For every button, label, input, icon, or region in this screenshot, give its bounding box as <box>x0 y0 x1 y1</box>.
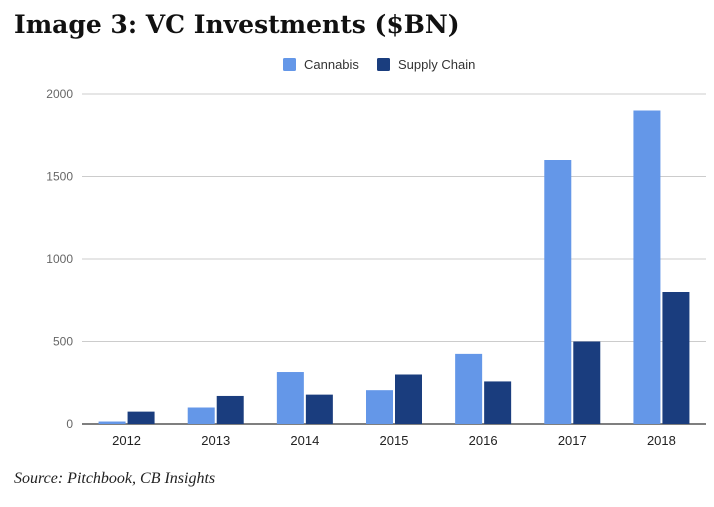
x-tick-label: 2015 <box>380 433 409 448</box>
x-tick-label: 2013 <box>201 433 230 448</box>
x-tick-label: 2016 <box>469 433 498 448</box>
y-tick-label: 2000 <box>46 87 73 101</box>
bar-supply-chain <box>127 411 155 424</box>
y-tick-label: 1000 <box>46 252 73 266</box>
x-tick-label: 2017 <box>558 433 587 448</box>
bar-cannabis <box>187 407 215 424</box>
y-tick-label: 0 <box>66 417 73 431</box>
x-tick-label: 2018 <box>647 433 676 448</box>
bar-supply-chain <box>395 374 422 424</box>
source-note: Source: Pitchbook, CB Insights <box>14 470 216 487</box>
chart-area: 0 500 1000 1500 2000 2012 2013 2014 2015 2016 2017… <box>0 48 714 458</box>
bar-supply-chain <box>216 395 244 424</box>
bar-cannabis <box>276 372 304 424</box>
bar-supply-chain <box>484 381 512 424</box>
bar-cannabis <box>633 110 661 424</box>
chart-title: Image 3: VC Investments ($BN) <box>14 10 460 39</box>
y-tick-label: 1500 <box>46 170 73 184</box>
legend-swatch <box>283 58 296 71</box>
legend-label: Supply Chain <box>398 57 475 72</box>
bar-supply-chain <box>305 394 333 424</box>
bar-cannabis <box>98 421 126 424</box>
bar-supply-chain <box>662 292 690 424</box>
x-tick-label: 2012 <box>112 433 141 448</box>
bar-cannabis <box>366 390 393 424</box>
bar-cannabis <box>544 160 572 424</box>
x-tick-label: 2014 <box>290 433 319 448</box>
bar-chart: 0 500 1000 1500 2000 2012 2013 2014 2015 2016 2017… <box>46 57 706 448</box>
legend-swatch <box>377 58 390 71</box>
legend-label: Cannabis <box>304 57 359 72</box>
bar-cannabis <box>455 353 483 424</box>
bar-supply-chain <box>573 341 601 424</box>
y-tick-label: 500 <box>53 335 73 349</box>
